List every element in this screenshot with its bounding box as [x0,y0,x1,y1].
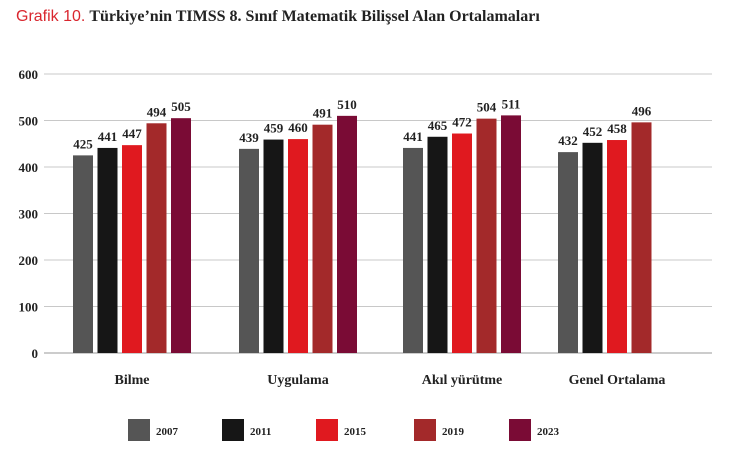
bar [337,115,357,353]
bar [73,155,93,353]
data-label: 425 [73,136,93,151]
data-label: 447 [122,126,142,141]
bar [427,136,448,353]
legend-label: 2023 [537,426,560,438]
bar [239,148,259,353]
bar [501,115,521,353]
bar [607,140,627,353]
legend-swatch [128,419,150,441]
data-label: 472 [452,115,472,130]
legend-label: 2019 [442,426,465,438]
data-label: 511 [502,96,521,111]
bar [263,139,284,353]
y-tick-label: 0 [32,346,39,361]
bar [288,139,308,353]
x-category-label: Akıl yürütme [422,373,503,388]
data-label: 459 [264,121,284,136]
bar [403,147,423,353]
data-label: 504 [477,100,497,115]
x-category-label: Bilme [115,373,150,388]
bar [558,152,578,353]
legend-label: 2011 [250,426,271,438]
bar [171,118,191,353]
y-tick-label: 200 [19,253,39,268]
data-label: 439 [239,130,259,145]
title-text: Türkiye’nin TIMSS 8. Sınıf Matematik Bil… [89,8,540,25]
chart-title: Grafik 10. Türkiye’nin TIMSS 8. Sınıf Mat… [16,8,540,26]
y-tick-label: 500 [19,114,39,129]
data-label: 491 [313,106,333,121]
bar [452,133,472,353]
x-category-label: Genel Ortalama [569,373,666,388]
data-label: 505 [171,99,191,114]
data-label: 458 [607,121,627,136]
data-label: 510 [337,97,357,112]
legend-label: 2015 [344,426,367,438]
bar [582,142,603,353]
data-label: 452 [583,124,603,139]
data-label: 441 [98,129,118,144]
y-tick-label: 100 [19,300,39,315]
legend-swatch [222,419,244,441]
legend-swatch [316,419,338,441]
data-label: 494 [147,104,167,119]
data-label: 496 [632,103,652,118]
legend-label: 2007 [156,426,179,438]
data-label: 441 [403,129,423,144]
legend-swatch [509,419,531,441]
data-label: 465 [428,118,448,133]
bar [146,123,167,353]
legend-swatch [414,419,436,441]
figure-number: Grafik 10. [16,8,86,25]
data-label: 460 [288,120,308,135]
data-label: 432 [558,133,578,148]
y-tick-label: 300 [19,207,39,222]
bar [312,124,333,353]
bar [631,122,652,353]
bar [476,118,497,353]
bar [97,147,118,353]
y-tick-label: 600 [19,67,39,82]
y-tick-label: 400 [19,160,39,175]
x-category-label: Uygulama [267,373,328,388]
bar [122,145,142,353]
